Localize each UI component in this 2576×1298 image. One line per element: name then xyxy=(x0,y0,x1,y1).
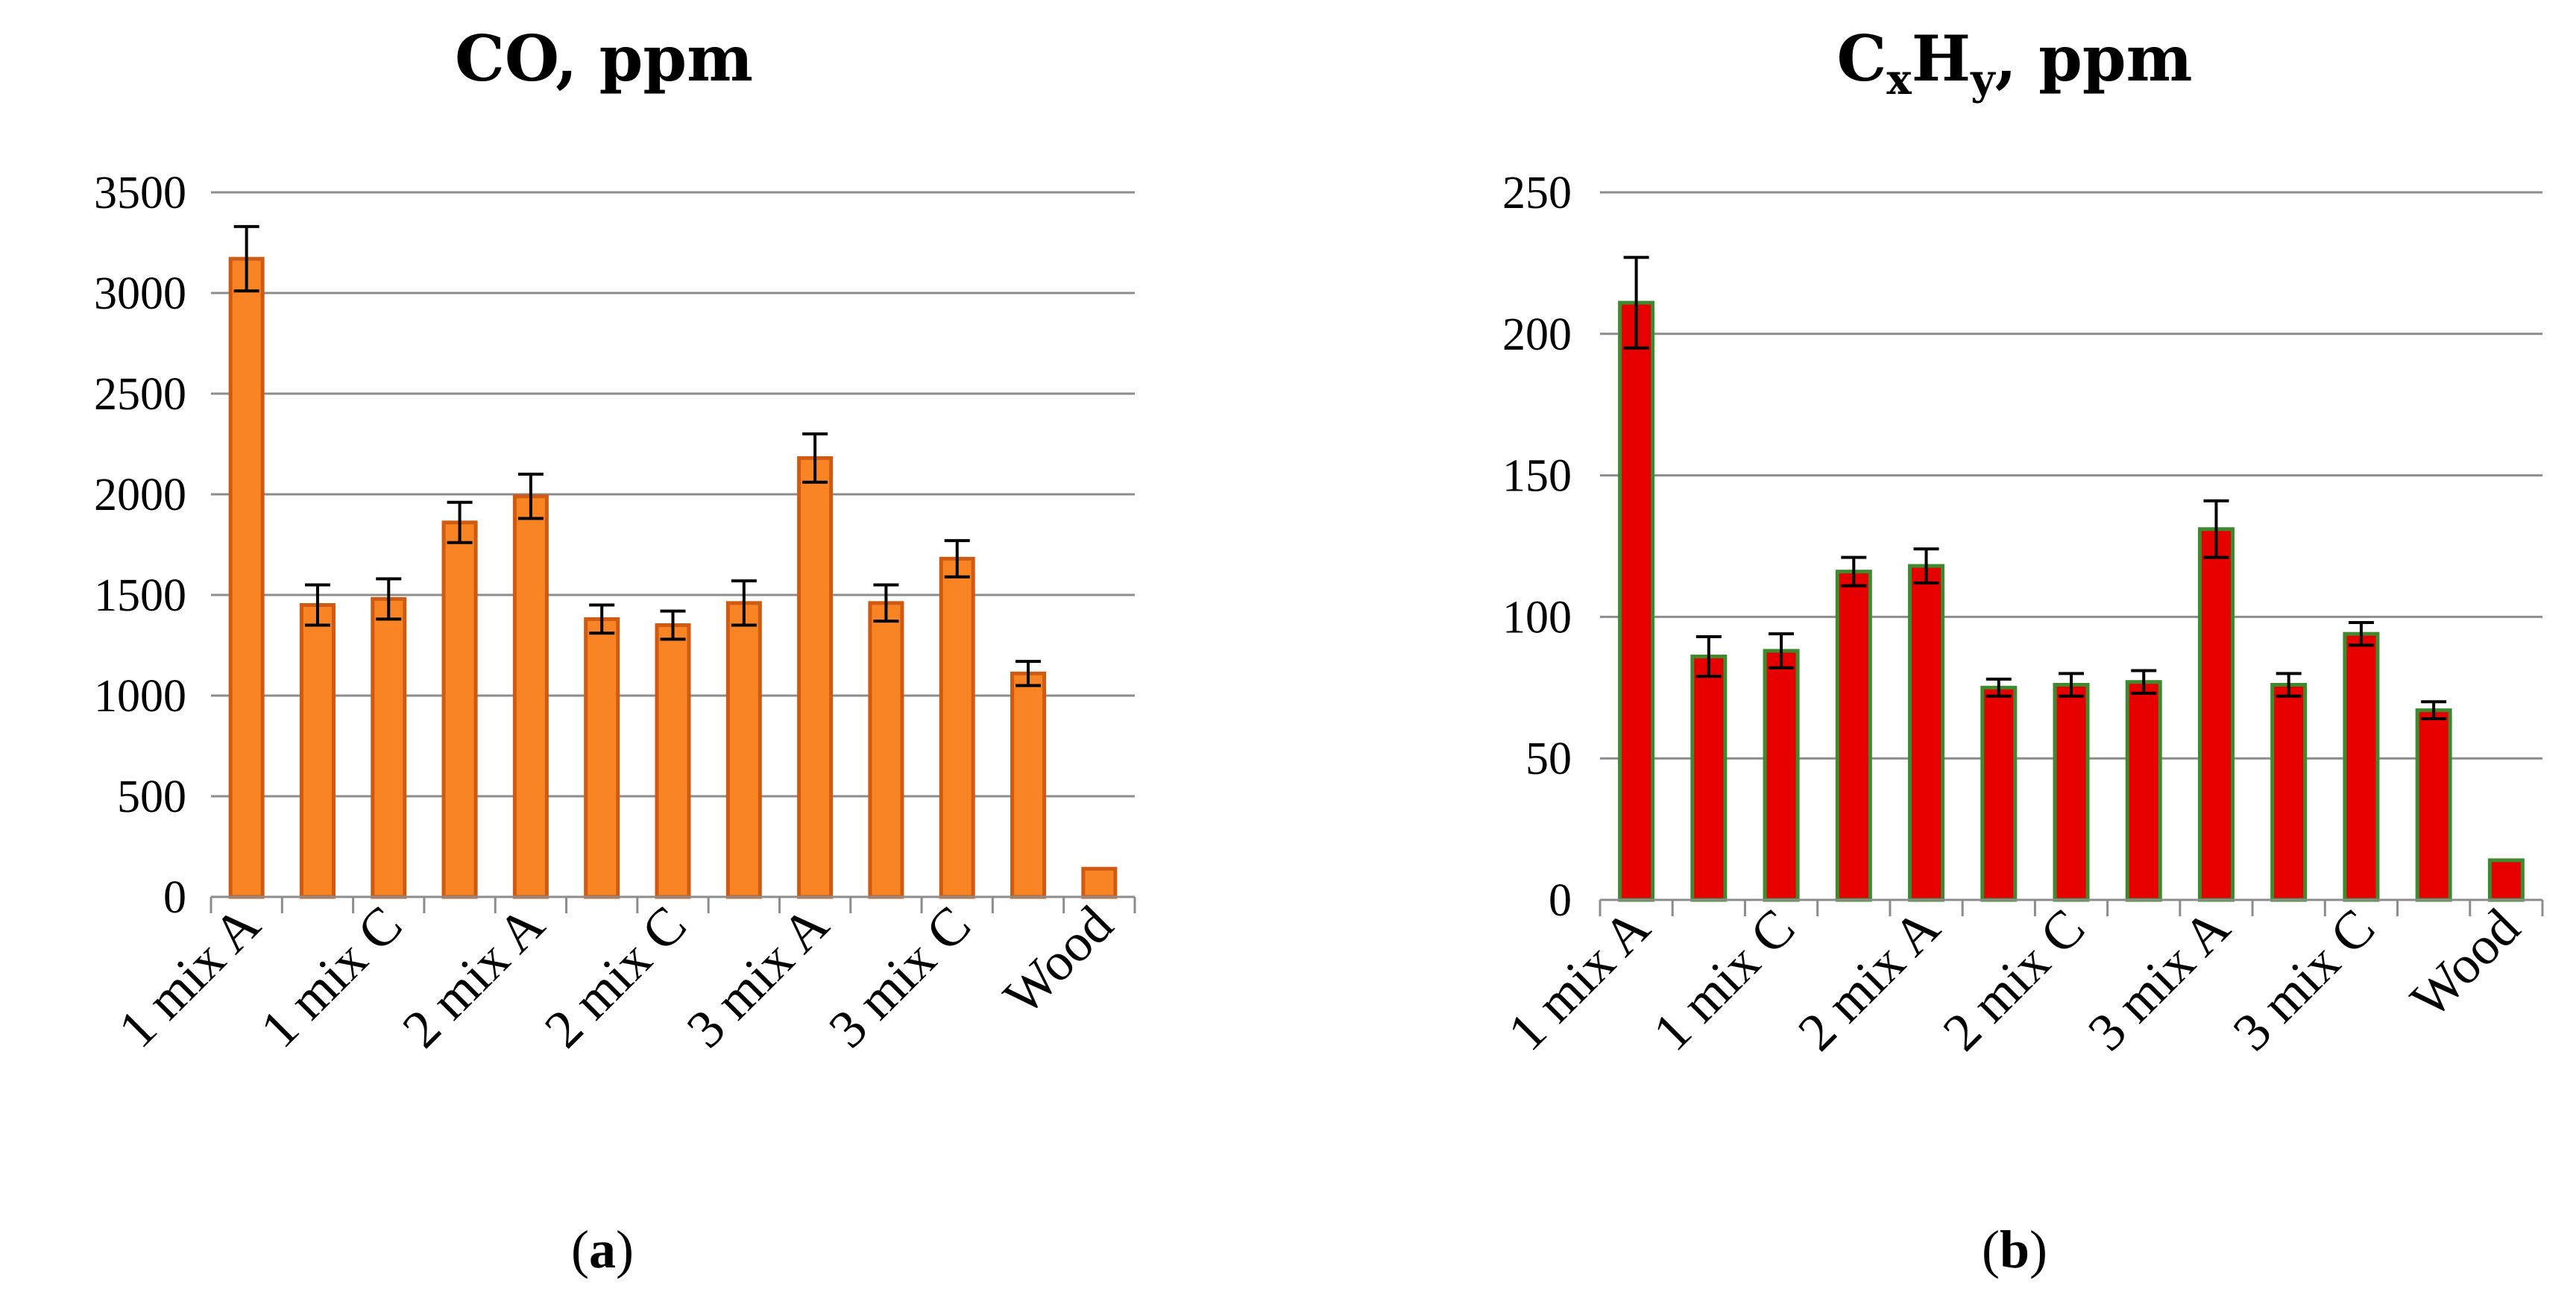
cxhy-bar-2-mix-a xyxy=(1908,564,1945,902)
co-error-bar xyxy=(944,539,970,579)
cxhy-bar-3-mix-c xyxy=(2343,631,2380,902)
cxhy-x-tick-label: 1 mix A xyxy=(1496,898,1661,1062)
co-chart-title: CO, ppm xyxy=(455,22,753,95)
co-y-tick-label: 3500 xyxy=(94,168,186,218)
co-y-tick-label: 0 xyxy=(163,872,186,923)
cxhy-bar-1-mix-a xyxy=(1618,300,1655,902)
co-y-tick-label: 500 xyxy=(117,772,186,822)
co-y-tick-label: 1500 xyxy=(94,570,186,621)
cxhy-error-bar xyxy=(1623,256,1649,350)
co-x-axis-labels: 1 mix A1 mix C2 mix A2 mix C3 mix A3 mix… xyxy=(107,895,1124,1059)
cxhy-bar-1-mix-b xyxy=(1690,655,1728,902)
cxhy-bar-2-mix-b xyxy=(1980,685,2018,902)
co-bar-3-mix-b xyxy=(868,601,904,899)
co-x-tick-label: 1 mix A xyxy=(107,895,271,1059)
co-bar-2-mix-b xyxy=(584,617,620,899)
co-error-bar xyxy=(517,473,544,520)
cxhy-bar-2-mix-d xyxy=(2125,680,2162,902)
co-y-tick-label: 2500 xyxy=(94,369,186,420)
cxhy-bar-2-mix-c xyxy=(2053,683,2090,902)
co-bar-3-mix-c xyxy=(939,556,975,899)
co-bar-2-mix-d xyxy=(725,601,762,899)
cxhy-error-bar xyxy=(1985,677,2012,698)
co-error-bar xyxy=(233,224,259,293)
cxhy-bars xyxy=(1618,256,2525,902)
co-bar-1-mix-c xyxy=(371,596,407,899)
cxhy-bar-wood xyxy=(2487,858,2525,902)
co-bar-3-mix-a xyxy=(797,456,834,899)
co-y-tick-label: 1000 xyxy=(94,671,186,722)
cxhy-bar-3-mix-a xyxy=(2197,527,2235,902)
co-error-bar xyxy=(873,583,899,623)
cxhy-error-bar xyxy=(2131,669,2157,695)
co-error-bar xyxy=(304,583,330,627)
co-y-tick-label: 3000 xyxy=(94,268,186,319)
cxhy-error-bar xyxy=(2203,499,2229,559)
co-y-axis-ticks: 0 500 1000 1500 2000 2500 3000 3500 xyxy=(94,168,186,923)
cxhy-y-tick-label: 250 xyxy=(1502,168,1572,218)
cxhy-error-bar xyxy=(2421,700,2447,721)
co-y-tick-label: 2000 xyxy=(94,470,186,520)
co-error-bar xyxy=(1015,660,1042,687)
cxhy-chart-panel: CxHy, ppm 0 50 100 150 200 250 1 mix A1 mix C… xyxy=(1496,22,2544,1279)
co-error-bar xyxy=(376,577,402,621)
co-bar-2-mix-c xyxy=(655,623,691,899)
cxhy-error-bar xyxy=(2059,672,2084,698)
co-error-bar xyxy=(447,500,473,544)
cxhy-x-tick-label: 2 mix C xyxy=(1932,898,2097,1062)
cxhy-chart-title: CxHy, ppm xyxy=(1836,22,2192,104)
co-bar-1-mix-a xyxy=(228,256,265,899)
cxhy-bar-3-mix-d xyxy=(2415,708,2452,902)
co-x-tick-label: 2 mix C xyxy=(533,895,698,1059)
co-x-tick-label: 3 mix A xyxy=(676,895,840,1059)
cxhy-caption-letter: b xyxy=(2000,1220,2029,1279)
co-error-bar xyxy=(660,609,686,641)
cxhy-y-tick-label: 100 xyxy=(1502,592,1572,643)
cxhy-grid xyxy=(1600,191,2542,760)
co-caption-letter: a xyxy=(589,1220,616,1279)
co-x-axis xyxy=(210,895,1136,913)
cxhy-y-tick-label: 150 xyxy=(1502,451,1572,502)
cxhy-error-bar xyxy=(2348,620,2374,647)
co-bar-1-mix-d xyxy=(441,520,478,899)
co-bar-2-mix-a xyxy=(512,494,549,899)
co-x-tick-label: 3 mix C xyxy=(817,895,982,1059)
cxhy-x-tick-label: 2 mix A xyxy=(1786,898,1951,1062)
cxhy-error-bar xyxy=(1695,634,1722,678)
co-x-tick-label: Wood xyxy=(992,895,1124,1027)
co-caption: (a) xyxy=(571,1220,634,1279)
cxhy-bar-1-mix-d xyxy=(1835,570,1872,902)
co-bar-1-mix-b xyxy=(299,603,336,899)
co-error-bar xyxy=(731,579,757,627)
cxhy-x-axis-labels: 1 mix A1 mix C2 mix A2 mix C3 mix A3 mix… xyxy=(1496,898,2531,1062)
cxhy-x-axis xyxy=(1599,898,2544,916)
cxhy-caption: (b) xyxy=(1982,1220,2047,1279)
cxhy-y-axis-ticks: 0 50 100 150 200 250 xyxy=(1502,168,1572,926)
co-bar-wood xyxy=(1081,866,1118,899)
cxhy-error-bar xyxy=(1913,547,1939,585)
cxhy-bar-3-mix-b xyxy=(2270,683,2308,902)
co-error-bar xyxy=(802,432,828,484)
cxhy-x-tick-label: 1 mix C xyxy=(1642,898,1807,1062)
cxhy-x-tick-label: 3 mix A xyxy=(2076,898,2241,1062)
cxhy-x-tick-label: 3 mix C xyxy=(2222,898,2387,1062)
co-bar-3-mix-d xyxy=(1010,671,1047,899)
cxhy-error-bar xyxy=(1769,632,1795,670)
cxhy-y-tick-label: 50 xyxy=(1525,734,1572,784)
cxhy-error-bar xyxy=(2276,672,2302,698)
co-x-tick-label: 2 mix A xyxy=(391,895,556,1059)
cxhy-y-tick-label: 200 xyxy=(1502,309,1572,360)
cxhy-x-tick-label: Wood xyxy=(2399,898,2531,1030)
cxhy-error-bar xyxy=(1841,555,1867,587)
co-error-bar xyxy=(589,603,615,635)
co-chart-panel: CO, ppm 0 500 1000 1500 2000 2500 3000 3500 1 m… xyxy=(94,22,1136,1279)
cxhy-bar-1-mix-c xyxy=(1763,649,1800,902)
co-x-tick-label: 1 mix C xyxy=(249,895,414,1059)
co-grid xyxy=(211,191,1135,798)
cxhy-y-tick-label: 0 xyxy=(1549,875,1572,926)
